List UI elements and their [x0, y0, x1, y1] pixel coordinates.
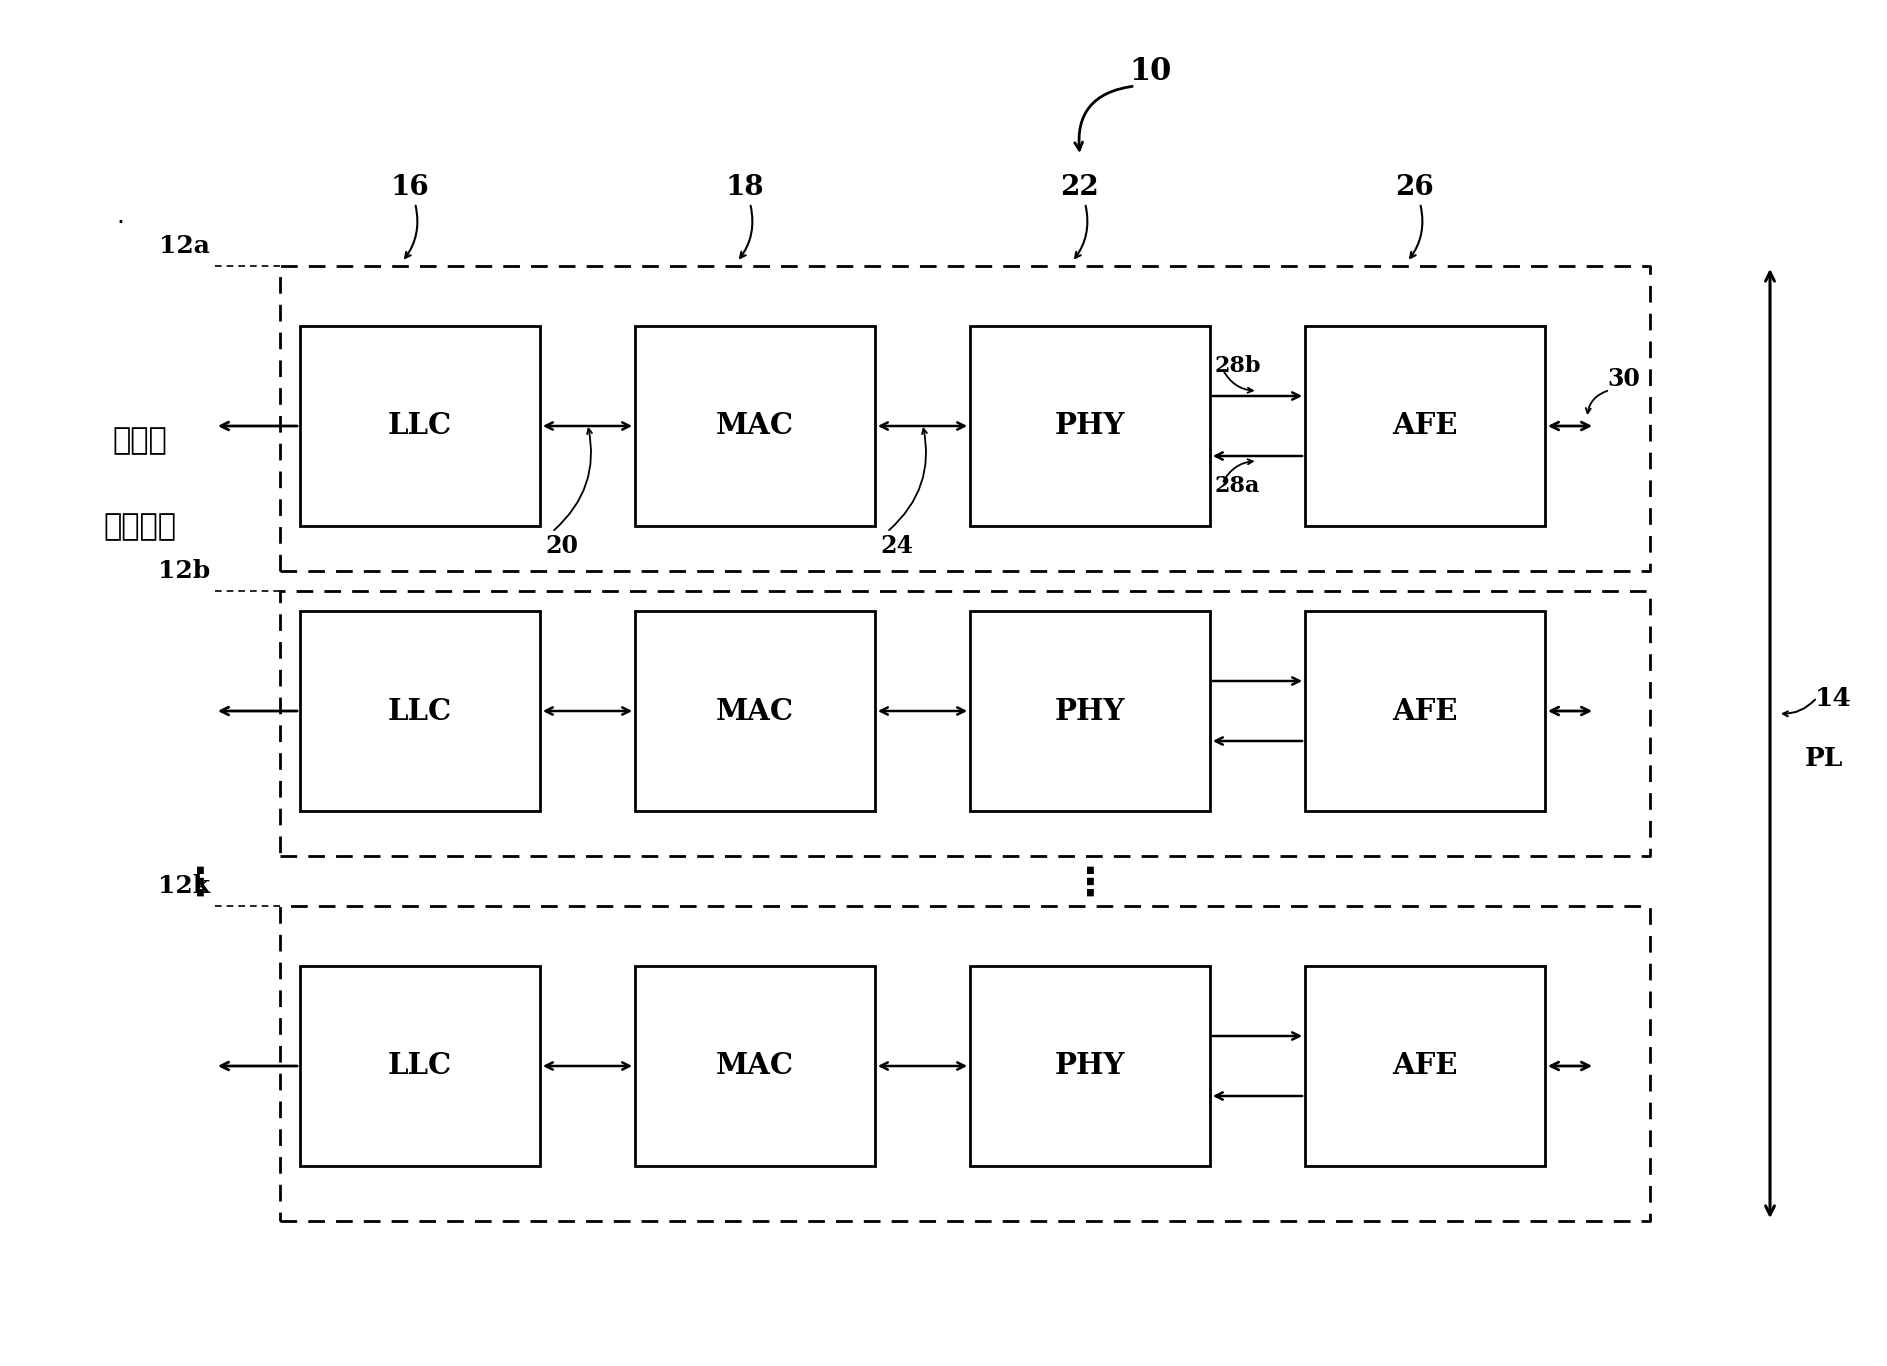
Text: LLC: LLC: [389, 1052, 453, 1081]
Text: 24: 24: [879, 534, 913, 557]
Bar: [970, 326, 1210, 526]
Bar: [1306, 326, 1545, 526]
Text: 28a: 28a: [1215, 475, 1261, 497]
Text: 28b: 28b: [1215, 355, 1262, 377]
Text: 10: 10: [1128, 56, 1172, 86]
Bar: [300, 326, 540, 526]
Text: 12a: 12a: [159, 234, 209, 258]
Bar: [970, 611, 1210, 811]
Bar: [636, 326, 876, 526]
Text: 30: 30: [1608, 367, 1640, 391]
Text: LLC: LLC: [389, 697, 453, 725]
Bar: [636, 611, 876, 811]
Text: 14: 14: [1815, 686, 1851, 710]
Text: .: .: [115, 204, 125, 228]
Text: AFE: AFE: [1393, 1052, 1459, 1081]
Bar: [1306, 966, 1545, 1167]
Text: PHY: PHY: [1055, 1052, 1125, 1081]
Text: 16: 16: [391, 173, 430, 201]
Bar: [300, 611, 540, 811]
Text: AFE: AFE: [1393, 411, 1459, 440]
Text: MAC: MAC: [715, 1052, 794, 1081]
Text: PL: PL: [1806, 746, 1844, 770]
Text: LLC: LLC: [389, 411, 453, 440]
Text: 12k: 12k: [159, 874, 209, 897]
Bar: [970, 966, 1210, 1167]
Text: ⋮: ⋮: [181, 865, 219, 903]
Text: PHY: PHY: [1055, 411, 1125, 440]
Bar: [300, 966, 540, 1167]
Bar: [1306, 611, 1545, 811]
Text: ⋮: ⋮: [1070, 865, 1110, 903]
Text: 20: 20: [545, 534, 577, 557]
Text: 26: 26: [1396, 173, 1434, 201]
Text: 12b: 12b: [159, 559, 209, 583]
Bar: [636, 966, 876, 1167]
Text: AFE: AFE: [1393, 697, 1459, 725]
Text: 18: 18: [726, 173, 764, 201]
Text: 到数据: 到数据: [113, 425, 168, 456]
Text: PHY: PHY: [1055, 697, 1125, 725]
Text: MAC: MAC: [715, 697, 794, 725]
Text: 链路用户: 链路用户: [104, 511, 177, 542]
Text: 22: 22: [1060, 173, 1100, 201]
Text: MAC: MAC: [715, 411, 794, 440]
